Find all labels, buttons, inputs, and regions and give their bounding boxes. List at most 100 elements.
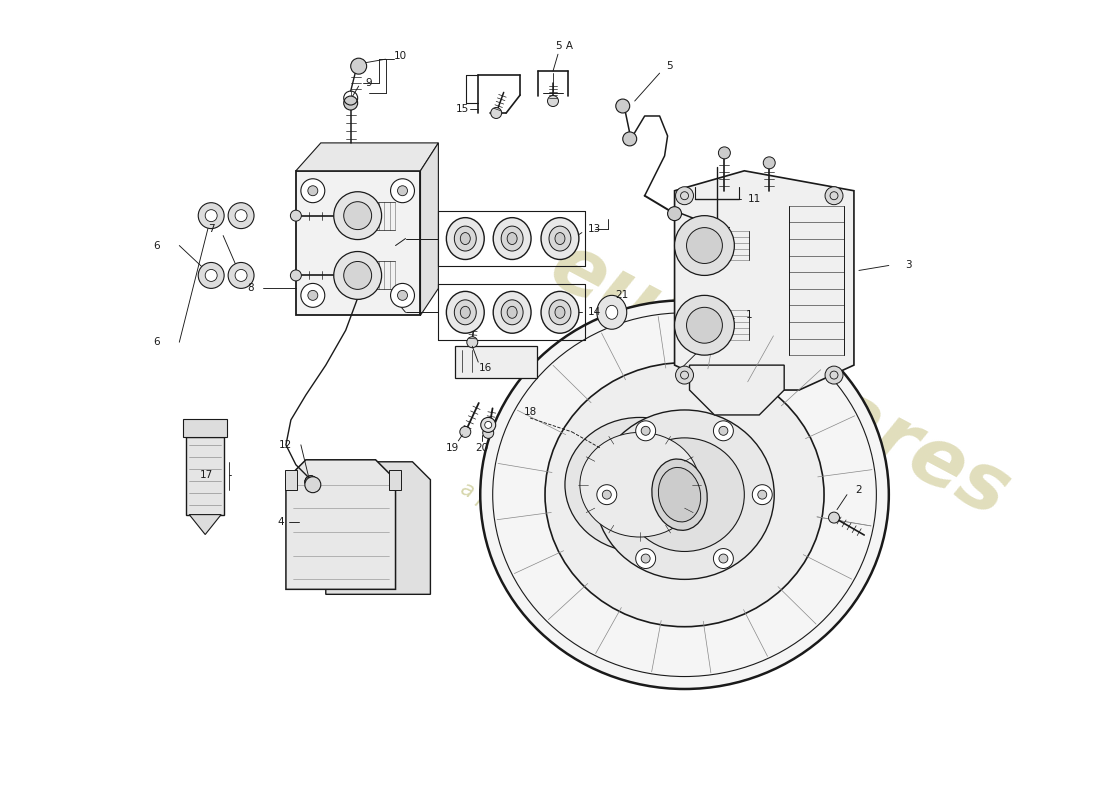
Ellipse shape bbox=[565, 418, 714, 552]
Text: 20: 20 bbox=[475, 443, 488, 453]
Ellipse shape bbox=[454, 300, 476, 325]
Circle shape bbox=[597, 485, 617, 505]
Circle shape bbox=[763, 157, 776, 169]
Circle shape bbox=[235, 270, 248, 282]
Bar bbox=[285, 470, 297, 490]
Circle shape bbox=[351, 58, 366, 74]
Circle shape bbox=[668, 206, 682, 221]
Text: 18: 18 bbox=[524, 407, 537, 417]
Polygon shape bbox=[674, 170, 854, 390]
Text: 3: 3 bbox=[905, 261, 912, 270]
Circle shape bbox=[636, 549, 656, 569]
Bar bbox=[184, 419, 227, 437]
Circle shape bbox=[481, 418, 496, 432]
Text: 7: 7 bbox=[208, 223, 214, 234]
Circle shape bbox=[228, 262, 254, 288]
Circle shape bbox=[718, 147, 730, 159]
Circle shape bbox=[343, 202, 372, 230]
Circle shape bbox=[305, 477, 321, 493]
Bar bbox=[455, 346, 537, 378]
Circle shape bbox=[198, 202, 224, 229]
Circle shape bbox=[603, 490, 612, 499]
Circle shape bbox=[483, 427, 494, 438]
Circle shape bbox=[828, 512, 839, 523]
Bar bbox=[186, 437, 224, 514]
Circle shape bbox=[206, 210, 217, 222]
Circle shape bbox=[308, 186, 318, 196]
Text: 9: 9 bbox=[365, 78, 372, 88]
Circle shape bbox=[752, 485, 772, 505]
Text: eurospares: eurospares bbox=[536, 226, 1022, 534]
Text: 21: 21 bbox=[615, 290, 628, 300]
Polygon shape bbox=[420, 143, 439, 315]
Circle shape bbox=[206, 270, 217, 282]
Circle shape bbox=[686, 228, 723, 263]
Bar bbox=[388, 470, 400, 490]
Bar bbox=[296, 170, 420, 315]
Circle shape bbox=[825, 366, 843, 384]
Text: 5 A: 5 A bbox=[557, 42, 573, 51]
Ellipse shape bbox=[493, 218, 531, 259]
Text: 14: 14 bbox=[588, 307, 602, 318]
Ellipse shape bbox=[606, 306, 618, 319]
Circle shape bbox=[397, 290, 407, 300]
Circle shape bbox=[333, 192, 382, 239]
Circle shape bbox=[548, 95, 559, 106]
Circle shape bbox=[674, 216, 735, 275]
Circle shape bbox=[460, 426, 471, 438]
Text: 12: 12 bbox=[279, 440, 293, 450]
Polygon shape bbox=[296, 143, 439, 170]
Ellipse shape bbox=[580, 432, 700, 537]
Ellipse shape bbox=[447, 291, 484, 334]
Text: 6: 6 bbox=[153, 338, 159, 347]
Circle shape bbox=[714, 421, 734, 441]
Circle shape bbox=[235, 210, 248, 222]
Circle shape bbox=[301, 178, 324, 202]
Circle shape bbox=[466, 337, 477, 348]
Circle shape bbox=[333, 251, 382, 299]
Circle shape bbox=[623, 132, 637, 146]
Circle shape bbox=[485, 422, 492, 429]
Text: a partner part since 1985: a partner part since 1985 bbox=[458, 478, 703, 621]
Circle shape bbox=[343, 262, 372, 290]
Circle shape bbox=[198, 262, 224, 288]
Circle shape bbox=[825, 186, 843, 205]
Ellipse shape bbox=[659, 467, 701, 522]
Circle shape bbox=[674, 295, 735, 355]
Text: 15: 15 bbox=[455, 104, 469, 114]
Polygon shape bbox=[286, 460, 396, 590]
Ellipse shape bbox=[507, 306, 517, 318]
Circle shape bbox=[641, 554, 650, 563]
Polygon shape bbox=[189, 514, 221, 534]
Circle shape bbox=[397, 186, 407, 196]
Ellipse shape bbox=[454, 226, 476, 251]
Circle shape bbox=[290, 210, 301, 221]
Ellipse shape bbox=[556, 306, 565, 318]
Ellipse shape bbox=[556, 233, 565, 245]
Text: 6: 6 bbox=[153, 241, 159, 250]
Circle shape bbox=[686, 307, 723, 343]
Ellipse shape bbox=[447, 218, 484, 259]
Ellipse shape bbox=[460, 233, 471, 245]
Ellipse shape bbox=[544, 362, 824, 626]
Circle shape bbox=[390, 178, 415, 202]
Ellipse shape bbox=[541, 218, 579, 259]
Circle shape bbox=[343, 96, 358, 110]
Ellipse shape bbox=[541, 291, 579, 334]
Ellipse shape bbox=[481, 300, 889, 689]
Text: 4: 4 bbox=[277, 517, 284, 526]
Circle shape bbox=[714, 549, 734, 569]
Text: 1: 1 bbox=[746, 310, 752, 320]
Circle shape bbox=[719, 554, 728, 563]
Text: 10: 10 bbox=[394, 51, 407, 61]
Circle shape bbox=[290, 270, 301, 281]
Polygon shape bbox=[326, 462, 430, 594]
Text: 8: 8 bbox=[248, 283, 254, 294]
Ellipse shape bbox=[597, 295, 627, 330]
Ellipse shape bbox=[549, 226, 571, 251]
Text: 13: 13 bbox=[588, 223, 602, 234]
Circle shape bbox=[641, 426, 650, 435]
Circle shape bbox=[719, 426, 728, 435]
Ellipse shape bbox=[460, 306, 471, 318]
Circle shape bbox=[675, 366, 693, 384]
